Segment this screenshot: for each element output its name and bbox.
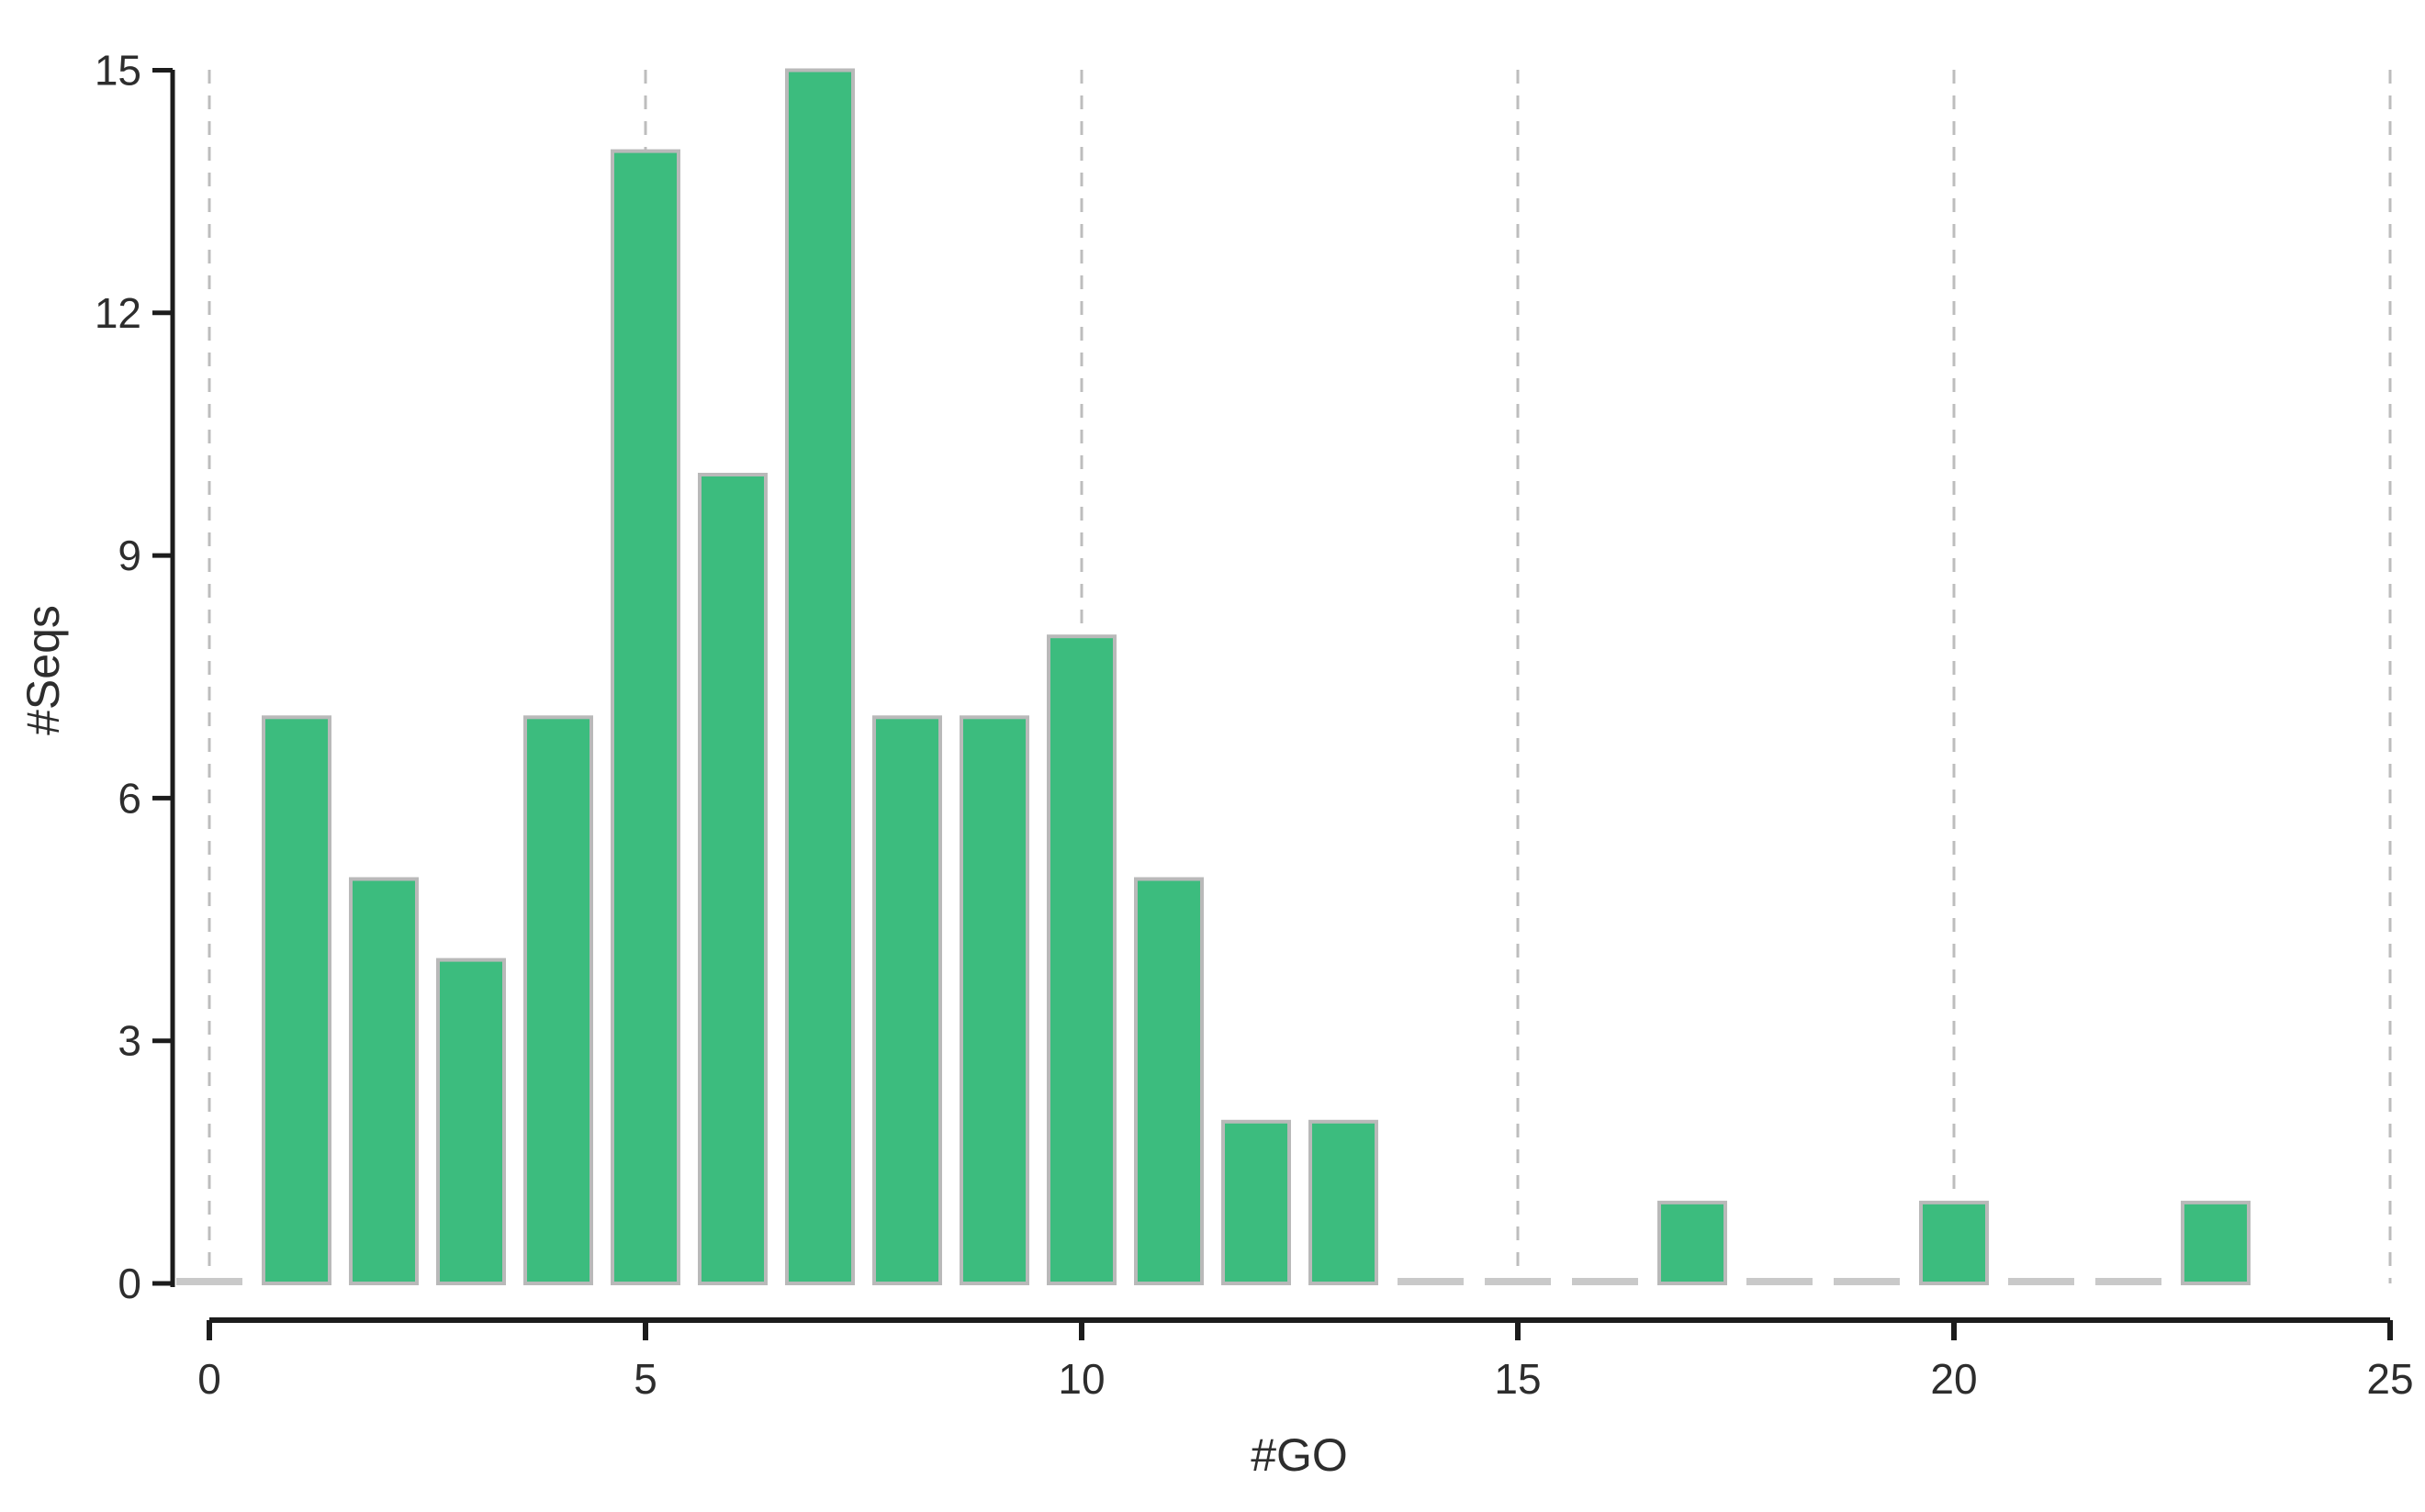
histogram-bar-go-5 (611, 149, 680, 1286)
histogram-bar-go-8 (872, 715, 942, 1285)
zero-bar-go-14 (1398, 1278, 1464, 1285)
x-tick-label-0: 0 (197, 1355, 221, 1403)
histogram-bar-go-13 (1308, 1119, 1378, 1286)
zero-bar-go-0 (176, 1278, 242, 1285)
zero-bar-go-15 (1485, 1278, 1551, 1285)
bars-layer (176, 68, 2251, 1286)
x-tick-label-5: 5 (634, 1355, 657, 1403)
histogram-bar-go-11 (1134, 877, 1204, 1285)
histogram-bar-go-20 (1919, 1200, 1989, 1286)
y-tick-label-15: 15 (95, 47, 141, 95)
zero-bar-go-19 (1834, 1278, 1900, 1285)
y-tick-label-12: 12 (95, 289, 141, 337)
histogram-bar-go-1 (262, 715, 331, 1285)
y-tick-label-3: 3 (118, 1017, 141, 1065)
histogram-bar-go-10 (1047, 634, 1117, 1285)
y-axis-title: #Seqs (17, 605, 69, 735)
histogram-bar-go-12 (1221, 1119, 1291, 1286)
zero-bar-go-22 (2095, 1278, 2161, 1285)
histogram-bar-go-9 (960, 715, 1029, 1285)
histogram-bar-go-2 (349, 877, 419, 1285)
histogram-bar-go-17 (1657, 1200, 1727, 1286)
x-tick-label-15: 15 (1494, 1355, 1541, 1403)
histogram-bar-go-3 (436, 958, 506, 1285)
histogram-bar-go-6 (698, 473, 768, 1285)
zero-bar-go-21 (2008, 1278, 2074, 1285)
zero-bar-go-16 (1572, 1278, 1638, 1285)
zero-bar-go-18 (1746, 1278, 1813, 1285)
x-tick-label-20: 20 (1930, 1355, 1977, 1403)
x-tick-label-25: 25 (2366, 1355, 2413, 1403)
histogram-bar-go-7 (785, 68, 855, 1285)
y-tick-label-6: 6 (118, 774, 141, 822)
axes-layer: 0 3 6 9 12 15 0 5 10 15 20 25 (95, 47, 2414, 1404)
y-tick-label-9: 9 (118, 532, 141, 579)
x-axis-title: #GO (1251, 1429, 1348, 1481)
y-tick-label-0: 0 (118, 1260, 141, 1307)
histogram-bar-go-23 (2181, 1200, 2251, 1286)
histogram-bar-go-4 (523, 715, 593, 1285)
x-tick-label-10: 10 (1058, 1355, 1105, 1403)
